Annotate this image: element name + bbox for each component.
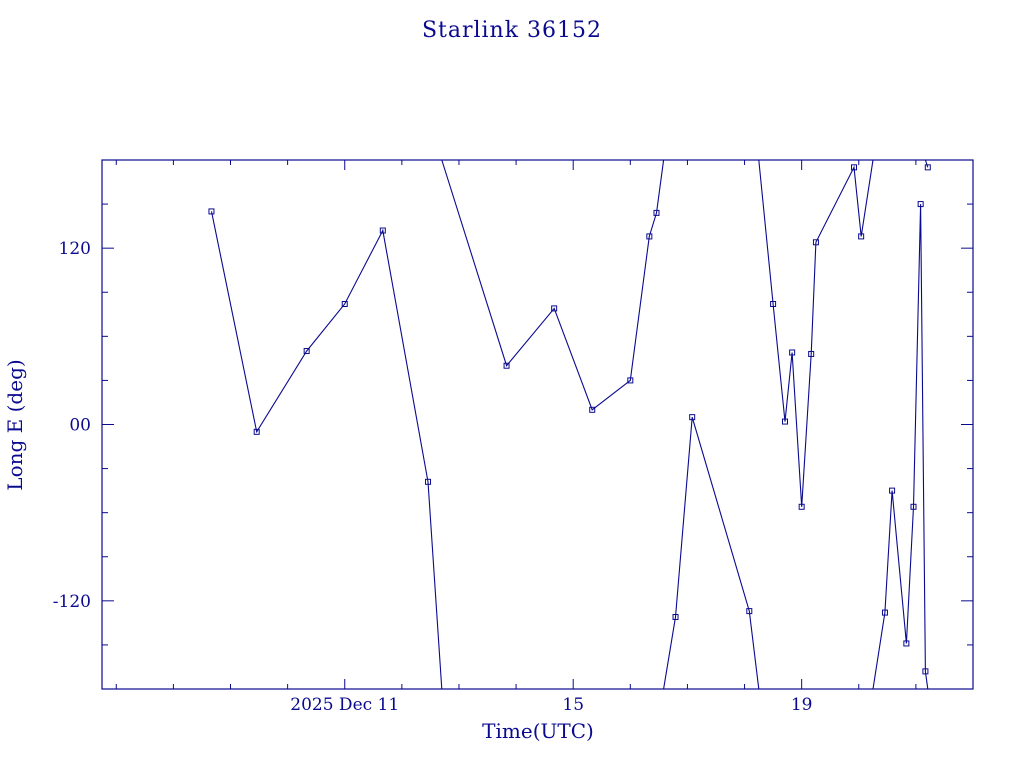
data-point (917, 201, 924, 208)
minor-ticks (102, 160, 973, 689)
series-line (758, 159, 874, 507)
data-point (781, 418, 788, 425)
data-point (808, 350, 815, 357)
x-tick-label: 15 (562, 695, 584, 715)
y-axis-label: Long E (deg) (3, 359, 27, 490)
data-point (672, 613, 679, 620)
data-point (922, 668, 929, 675)
data-point (503, 362, 510, 369)
y-tick-label: 00 (69, 416, 91, 436)
data-point (425, 478, 432, 485)
plot-area (208, 159, 931, 690)
data-point (627, 377, 634, 384)
series-line (924, 159, 929, 168)
data-point (812, 239, 819, 246)
series-line (663, 417, 760, 690)
data-point (253, 428, 260, 435)
series-line (441, 159, 665, 411)
data-point (551, 305, 558, 312)
x-tick-label: 19 (791, 695, 813, 715)
x-tick-label: 2025 Dec 11 (290, 695, 399, 715)
data-point (689, 414, 696, 421)
data-point (208, 208, 215, 215)
y-tick-label: -120 (53, 592, 91, 612)
data-point (798, 503, 805, 510)
data-point (746, 608, 753, 615)
y-tick-label: 120 (59, 239, 91, 259)
data-point (851, 164, 858, 171)
chart-title: Starlink 36152 (422, 18, 602, 43)
data-point (903, 640, 910, 647)
data-point (910, 503, 917, 510)
series-line (872, 204, 929, 690)
data-point (379, 227, 386, 234)
data-point (789, 349, 796, 356)
data-point (589, 406, 596, 413)
tick-labels: 2025 Dec 11 15 19 120 00 -120 (53, 239, 813, 715)
plot-frame (101, 159, 974, 690)
data-point (889, 487, 896, 494)
data-point (646, 233, 653, 240)
data-point (924, 164, 931, 171)
major-ticks (102, 160, 973, 689)
data-point (858, 233, 865, 240)
data-point (303, 348, 310, 355)
series-line (210, 211, 443, 690)
data-point (881, 609, 888, 616)
data-point (341, 301, 348, 308)
data-point (653, 209, 660, 216)
data-point (770, 301, 777, 308)
x-axis-label: Time(UTC) (482, 719, 594, 743)
